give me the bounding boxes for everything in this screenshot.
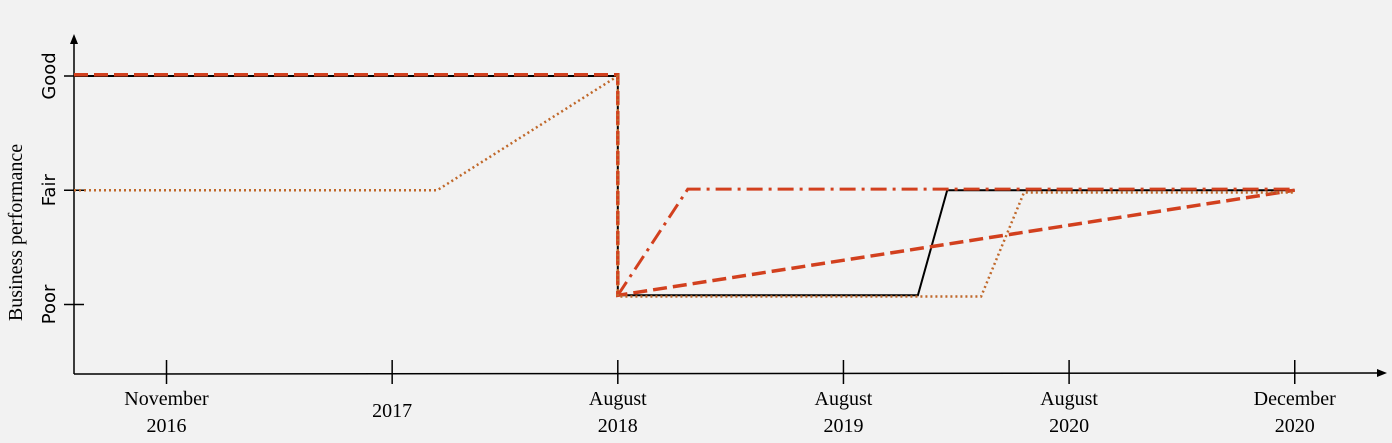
series-solid-line bbox=[74, 75, 1295, 297]
x-tick-label: November 2016 bbox=[124, 388, 209, 437]
x-tick-label-line2: 2020 bbox=[1049, 415, 1089, 437]
series-dashdot-line bbox=[616, 187, 1295, 297]
x-tick-label: 2017 bbox=[372, 400, 412, 422]
x-tick-label: August 2020 bbox=[1040, 388, 1098, 437]
y-tick-label: Fair bbox=[39, 174, 60, 207]
axes bbox=[64, 34, 1387, 384]
series-dashed-line bbox=[74, 73, 1295, 298]
x-tick-label-line2: 2019 bbox=[823, 415, 863, 437]
x-tick-label-line1: December bbox=[1254, 388, 1337, 410]
series-layer bbox=[74, 73, 1295, 298]
y-tick-label: Good bbox=[39, 52, 60, 99]
y-axis-arrow bbox=[70, 34, 78, 44]
x-tick-label-line2: 2020 bbox=[1275, 415, 1315, 437]
y-axis-title: Business performance bbox=[5, 144, 27, 321]
x-tick-label-line1: August bbox=[1040, 388, 1098, 410]
x-tick-label: August 2018 bbox=[589, 388, 647, 437]
x-tick-label: August 2019 bbox=[815, 388, 873, 437]
x-tick-label-line2: 2016 bbox=[147, 415, 187, 437]
series-dotted-line bbox=[74, 73, 1295, 298]
x-axis-line bbox=[73, 372, 1380, 375]
x-tick-label: December 2020 bbox=[1254, 388, 1337, 437]
x-tick-label-line2: 2018 bbox=[598, 415, 638, 437]
x-tick-label-line1: November bbox=[124, 388, 209, 410]
y-tick-label: Poor bbox=[39, 284, 60, 324]
x-axis-arrow bbox=[1377, 369, 1387, 377]
x-tick-label-line1: August bbox=[589, 388, 647, 410]
x-tick-label-line1: August bbox=[815, 388, 873, 410]
